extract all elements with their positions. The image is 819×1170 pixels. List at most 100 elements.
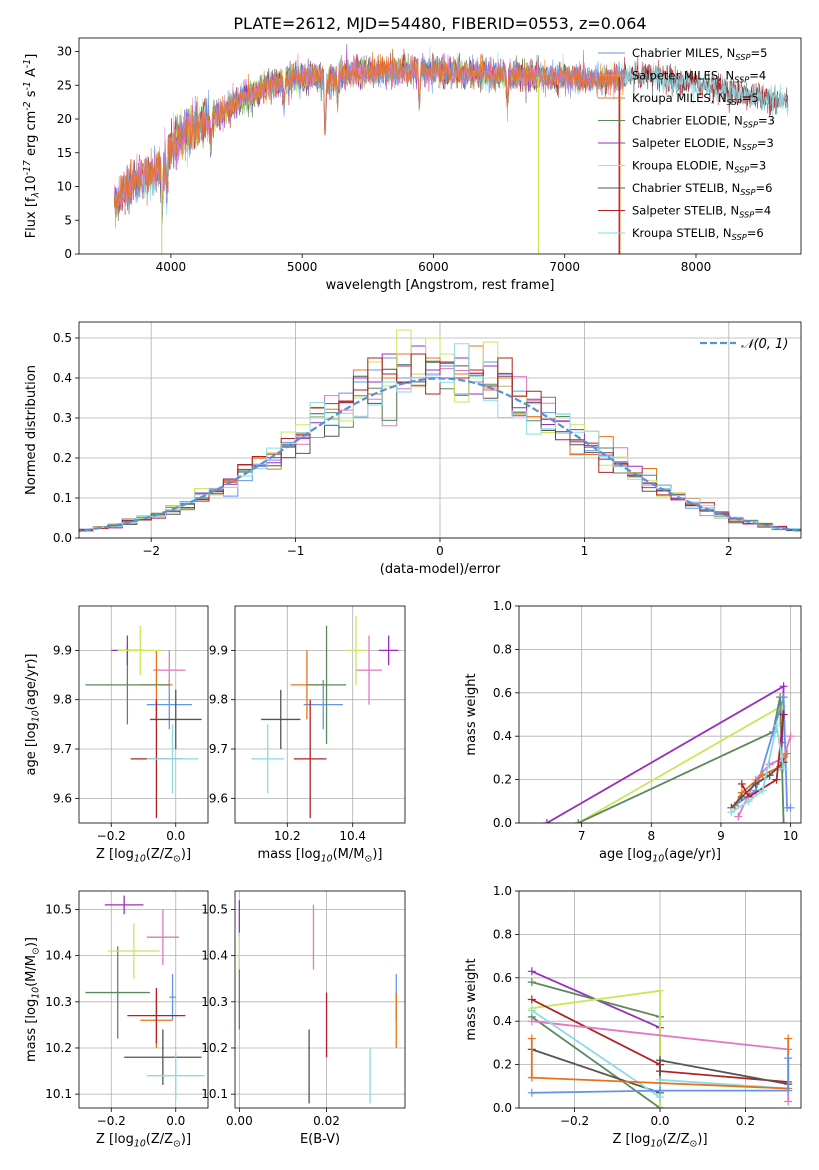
y-tick-label: 30 (57, 45, 72, 59)
x-tick-label: −2 (142, 544, 160, 558)
weight-marker-kroupa-miles (527, 1073, 536, 1082)
y-tick-label: 20 (57, 112, 72, 126)
plot-area (542, 682, 795, 823)
y-tick-label: 5 (64, 213, 72, 227)
y-tick-label: 0.8 (493, 927, 512, 941)
legend-label-salpeter-elodie: Salpeter ELODIE, NSSP​=3 (632, 136, 774, 152)
weight-marker-kroupa-stelib (527, 1006, 536, 1015)
x-axis-label: Z [log10​(Z/Z⊙​)] (612, 1132, 707, 1150)
x-axis-label: mass [log10​(M/M⊙​)] (258, 847, 383, 865)
y-tick-label: 9.8 (209, 693, 228, 707)
weight-line-chabrier-miles (531, 1058, 790, 1094)
weight-marker-kroupa-elodie (656, 1104, 664, 1108)
x-tick-label: −0.2 (560, 1114, 589, 1128)
y-tick-label: 10.3 (45, 995, 72, 1009)
y-tick-label: 0.1 (53, 491, 72, 505)
age-vs-z-panel: −0.2 0.0 9.6 9.7 9.8 9.9 Z [log10​(Z/Z⊙​)] age … (24, 605, 209, 865)
y-tick-label: 9.6 (209, 791, 228, 805)
legend-normal-label: 𝒩(0, 1) (741, 337, 788, 352)
y-tick-label: 0.6 (493, 686, 512, 700)
y-tick-label: 0.3 (53, 411, 72, 425)
weight-marker-salpeter-miles (527, 1017, 536, 1026)
y-tick-label: 9.6 (53, 791, 72, 805)
weight-marker-kroupa-stelib (758, 786, 767, 795)
x-tick-label: −1 (287, 544, 305, 558)
mass-vs-z-panel: −0.2 0.0 10.1 10.2 10.3 10.4 10.5 Z [log10​(Z/Z… (24, 890, 209, 1150)
histogram-kroupa-elodie (79, 329, 801, 533)
y-tick-label: 1.0 (493, 884, 512, 898)
weight-marker-chabrier-stelib (737, 792, 746, 801)
y-axis-label: age [log10​(age/yr)] (24, 654, 42, 776)
x-tick-label: 2 (725, 544, 733, 558)
weight-line-kroupa-elodie (577, 704, 784, 823)
weight-marker-chabrier-miles (784, 1054, 793, 1063)
y-tick-label: 10.2 (45, 1041, 72, 1055)
y-tick-label: 0.2 (493, 773, 512, 787)
x-tick-label: 7 (578, 829, 586, 843)
y-tick-label: 0.6 (493, 971, 512, 985)
y-tick-label: 0 (64, 247, 72, 261)
y-tick-label: 0.0 (493, 816, 512, 830)
y-tick-label: 9.7 (53, 742, 72, 756)
y-tick-label: 10.1 (45, 1087, 72, 1101)
axes-frame (78, 37, 802, 255)
plot-area (238, 900, 397, 1104)
weight-marker-kroupa-stelib (779, 764, 788, 773)
y-axis-label: mass weight (464, 673, 479, 755)
weight-marker-salpeter-miles (734, 812, 743, 821)
x-axis-label: E(B-V) (300, 1132, 340, 1147)
legend-label-kroupa-miles: Kroupa MILES, NSSP​=5 (632, 91, 759, 107)
histogram-kroupa-stelib (79, 343, 801, 532)
y-tick-label: 0.0 (53, 531, 72, 545)
y-tick-label: 0.8 (493, 642, 512, 656)
weight-marker-chabrier-elodie (779, 819, 788, 823)
weight-marker-chabrier-stelib (751, 779, 760, 788)
legend-label-chabrier-elodie: Chabrier ELODIE, NSSP​=3 (632, 114, 775, 130)
weight-vs-z-panel: −0.2 0.0 0.2 0.0 0.2 0.4 0.6 0.8 1.0 Z [log10​(Z/… (464, 884, 802, 1150)
x-tick-label: 9 (717, 829, 725, 843)
axes-frame (78, 605, 209, 824)
weight-marker-kroupa-stelib (727, 808, 736, 817)
weight-marker-kroupa-stelib (772, 721, 781, 730)
x-tick-label: −0.2 (97, 829, 126, 843)
legend-label-chabrier-stelib: Chabrier STELIB, NSSP​=6 (632, 181, 772, 197)
x-axis-label: Z [log10​(Z/Z⊙​)] (96, 1132, 191, 1150)
weight-marker-chabrier-miles (786, 803, 795, 812)
y-tick-label: 15 (57, 146, 72, 160)
weight-marker-chabrier-elodie (527, 978, 536, 987)
weight-marker-chabrier-miles (656, 1086, 664, 1095)
x-tick-label: 0.2 (736, 1114, 755, 1128)
plot-area (79, 329, 801, 533)
axes-frame (78, 321, 802, 539)
x-tick-label: 8 (647, 829, 655, 843)
plot-area (85, 625, 202, 819)
y-tick-label: 10.4 (45, 949, 72, 963)
x-axis-label: wavelength [Angstrom, rest frame] (326, 278, 555, 293)
figure-title: PLATE=2612, MJD=54480, FIBERID=0553, z=0… (233, 14, 646, 33)
weight-marker-kroupa-elodie (656, 986, 664, 995)
weight-line-chabrier-elodie (577, 696, 785, 823)
x-tick-label: 0.0 (650, 1114, 669, 1128)
y-axis-label: Normed distribution (24, 365, 39, 495)
weight-marker-kroupa-miles (527, 1034, 536, 1043)
weight-line-chabrier-elodie (531, 981, 661, 1108)
x-tick-label: 7000 (549, 260, 580, 274)
x-tick-label: 6000 (418, 260, 449, 274)
weight-marker-chabrier-miles (784, 1086, 793, 1095)
y-axis-label: mass weight (464, 958, 479, 1040)
y-tick-label: 0.4 (53, 371, 72, 385)
axes-frame (518, 890, 802, 1109)
mass-vs-ebv-panel: 0.00 0.02 10.1 10.2 10.3 10.4 10.5 E(B-V) (201, 890, 406, 1147)
weight-marker-salpeter-stelib (779, 710, 788, 719)
y-tick-label: 25 (57, 78, 72, 92)
x-tick-label: 10.4 (339, 829, 366, 843)
weight-marker-salpeter-stelib (737, 779, 746, 788)
weight-vs-age-panel: 7 8 9 10 0.0 0.2 0.4 0.6 0.8 1.0 age [log10​(age/y… (464, 599, 802, 865)
axes-frame (518, 605, 802, 824)
y-tick-label: 1.0 (493, 599, 512, 613)
y-tick-label: 9.7 (209, 742, 228, 756)
y-tick-label: 9.9 (209, 643, 228, 657)
y-tick-label: 10.5 (45, 902, 72, 916)
spectrum-panel: 4000 5000 6000 7000 8000 0 5 10 15 20 25 30 waveleng… (22, 37, 802, 293)
